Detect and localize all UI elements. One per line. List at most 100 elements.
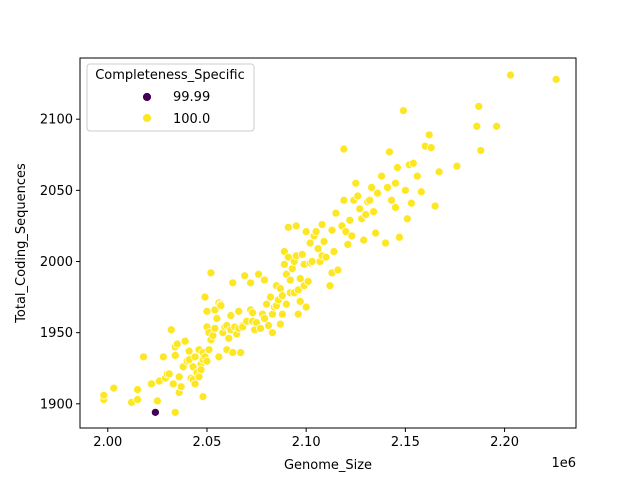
data-point: [262, 299, 271, 309]
data-point: [210, 324, 220, 333]
data-point: [184, 346, 194, 356]
data-point: [166, 325, 176, 335]
data-point: [147, 379, 156, 389]
data-point: [139, 352, 148, 362]
data-point: [278, 309, 287, 319]
data-point: [260, 314, 269, 323]
data-point: [287, 264, 297, 273]
data-point: [168, 379, 178, 389]
data-point: [210, 305, 220, 315]
y-axis-label: Total_Coding_Sequences: [14, 163, 29, 324]
data-point: [190, 352, 200, 362]
data-point: [311, 227, 321, 236]
data-point: [341, 227, 351, 236]
data-point: [353, 191, 363, 201]
data-point: [506, 70, 515, 80]
data-point: [301, 302, 311, 312]
data-point: [321, 252, 331, 262]
legend-marker-100-0: [142, 113, 152, 123]
data-point: [391, 203, 400, 212]
data-point: [383, 183, 392, 192]
data-point: [109, 383, 119, 393]
y-tick-label: 2050: [40, 184, 73, 199]
data-point: [391, 178, 400, 188]
data-point: [551, 74, 561, 84]
data-point: [295, 297, 305, 306]
plot-frame: [79, 57, 577, 429]
data-point: [301, 227, 311, 236]
data-point: [408, 158, 418, 168]
data-point: [385, 147, 394, 157]
data-point: [369, 207, 378, 217]
data-point: [268, 309, 277, 319]
data-point: [278, 291, 287, 300]
data-point: [313, 244, 323, 254]
data-point: [153, 396, 162, 406]
data-point: [412, 171, 422, 181]
points-layer: [99, 70, 561, 417]
y-tick-label: 2100: [40, 113, 73, 128]
data-point: [293, 285, 303, 295]
data-point: [474, 102, 484, 111]
data-point: [176, 382, 186, 392]
data-point: [367, 183, 376, 192]
y-tick-label: 1900: [40, 397, 73, 412]
data-point: [256, 324, 265, 333]
data-point: [492, 121, 501, 131]
data-point: [452, 161, 462, 171]
data-point: [172, 339, 182, 349]
data-point: [170, 408, 180, 417]
data-point: [355, 204, 365, 214]
data-point: [214, 352, 224, 362]
data-point: [305, 238, 315, 248]
data-point: [170, 351, 180, 360]
data-point: [206, 268, 216, 278]
data-point: [339, 195, 349, 205]
data-point: [365, 195, 375, 205]
x-axis-ticks: 2.00 2.05 2.10 2.15 2.20: [93, 428, 519, 450]
data-point: [246, 278, 255, 288]
data-point: [406, 198, 416, 208]
data-point: [371, 228, 380, 238]
data-point: [280, 260, 289, 269]
data-point: [416, 187, 426, 197]
data-point: [325, 281, 335, 291]
data-point: [200, 292, 210, 302]
data-point: [151, 408, 160, 417]
data-point: [293, 309, 303, 319]
legend: Completeness_Specific 99.99 100.0: [86, 63, 255, 132]
legend-box: [86, 63, 255, 132]
data-point: [281, 299, 291, 309]
data-point: [196, 365, 206, 374]
data-point: [359, 235, 369, 245]
data-point: [395, 232, 404, 242]
data-point: [216, 301, 226, 310]
data-point: [226, 311, 236, 320]
data-point: [373, 188, 382, 198]
data-point: [329, 247, 339, 256]
legend-label-99-99: 99.99: [173, 90, 210, 105]
data-point: [297, 250, 307, 259]
data-point: [248, 308, 257, 318]
x-tick-label: 2.15: [391, 435, 420, 450]
data-point: [240, 271, 250, 281]
data-point: [377, 171, 386, 181]
data-point: [228, 348, 238, 357]
x-tick-label: 2.20: [490, 435, 519, 450]
data-point: [317, 220, 327, 229]
x-axis-offset-label: 1e6: [551, 456, 576, 471]
data-point: [164, 369, 174, 379]
data-point: [260, 275, 269, 285]
x-tick-label: 2.05: [192, 435, 221, 450]
data-point: [285, 275, 295, 285]
legend-marker-99-99: [142, 92, 152, 102]
data-point: [266, 292, 275, 302]
data-point: [276, 319, 285, 329]
data-point: [327, 225, 337, 235]
data-point: [361, 210, 371, 219]
data-point: [303, 277, 313, 286]
data-point: [236, 348, 246, 357]
data-point: [208, 331, 218, 340]
data-point: [133, 385, 142, 394]
